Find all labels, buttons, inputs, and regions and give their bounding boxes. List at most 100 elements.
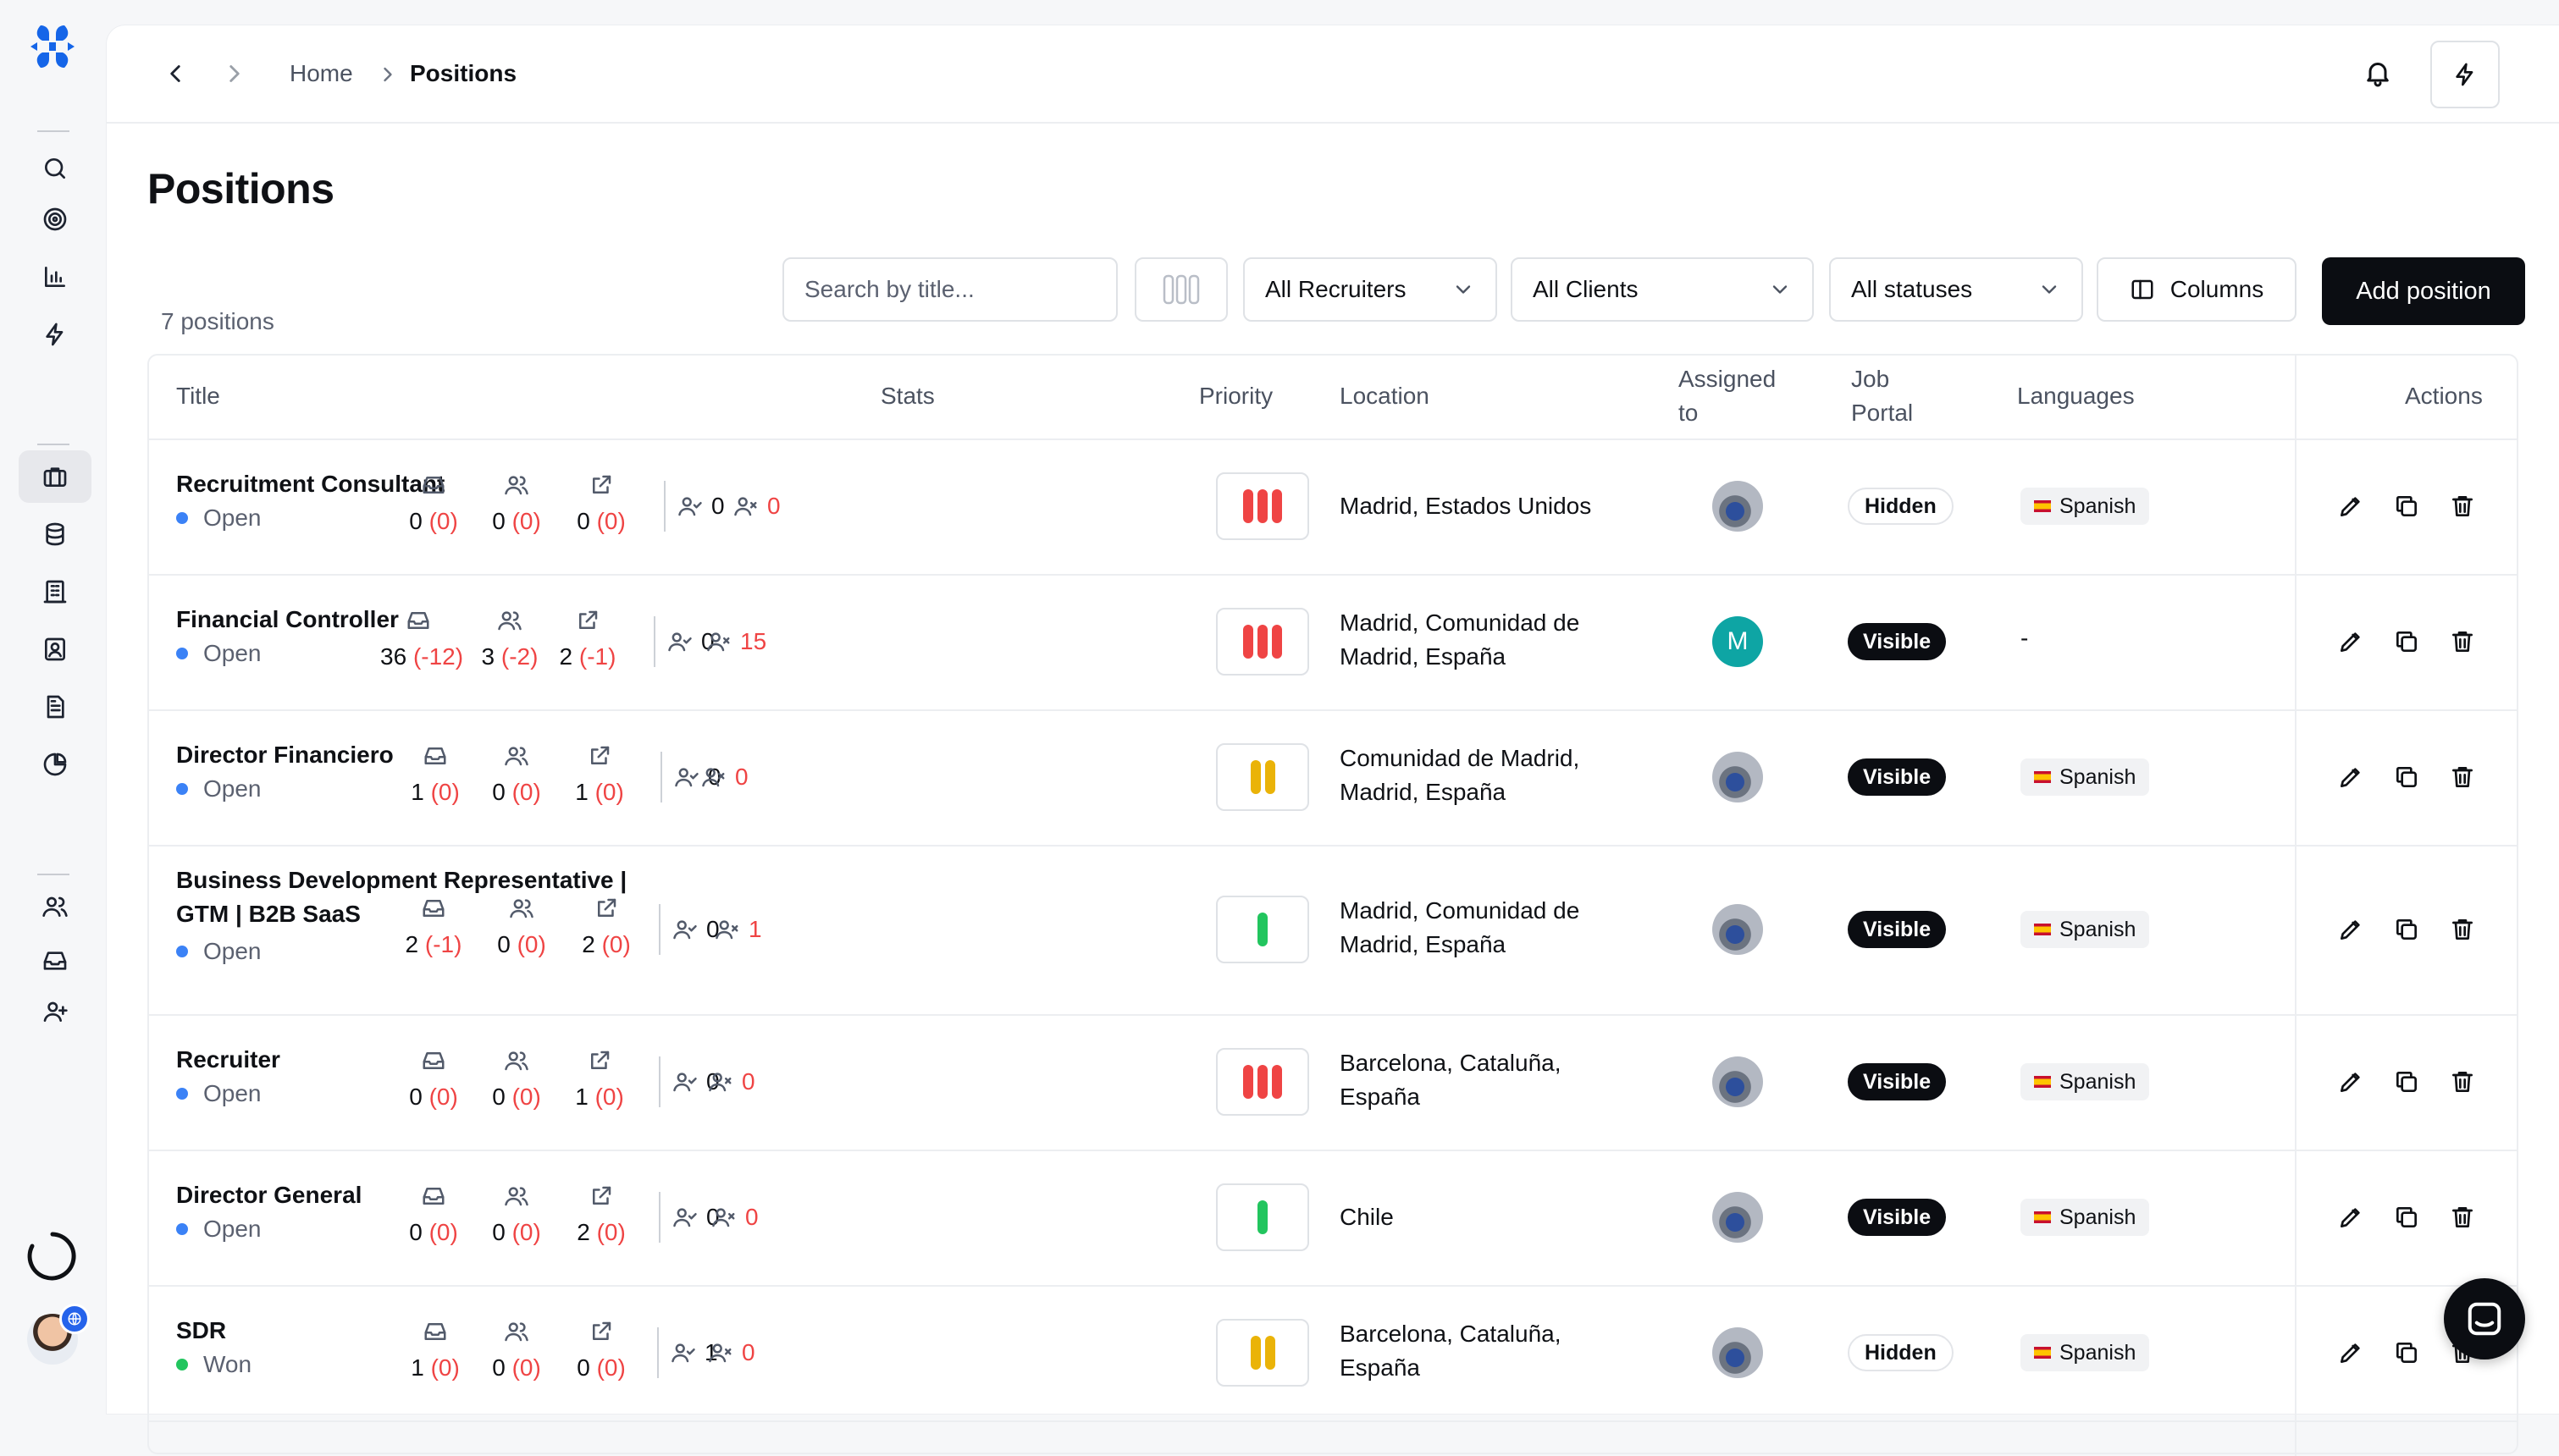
priority-indicator[interactable] — [1216, 472, 1309, 540]
delete-button[interactable] — [2449, 628, 2476, 655]
duplicate-button[interactable] — [2393, 628, 2420, 655]
priority-indicator[interactable] — [1216, 1183, 1309, 1251]
delete-button[interactable] — [2449, 1204, 2476, 1231]
position-title[interactable]: Director General — [176, 1182, 362, 1208]
edit-button[interactable] — [2337, 628, 2364, 655]
priority-indicator[interactable] — [1216, 743, 1309, 811]
forward-button[interactable] — [220, 59, 249, 88]
position-title[interactable]: Director Financiero — [176, 742, 394, 768]
delete-button[interactable] — [2449, 916, 2476, 943]
position-title[interactable]: Recruiter — [176, 1046, 280, 1073]
position-title[interactable]: SDR — [176, 1317, 227, 1343]
edit-button[interactable] — [2337, 1068, 2364, 1095]
nav-targets[interactable] — [19, 193, 91, 245]
duplicate-button[interactable] — [2393, 916, 2420, 943]
stat-applications: 2 (-1) — [395, 896, 472, 958]
edit-button[interactable] — [2337, 1339, 2364, 1366]
clients-filter[interactable]: All Clients — [1511, 257, 1814, 322]
position-title[interactable]: Financial Controller — [176, 606, 399, 632]
search-input[interactable] — [782, 257, 1118, 322]
priority-indicator[interactable] — [1216, 896, 1309, 963]
nav-documents[interactable] — [19, 681, 91, 733]
stat-delta: (0) — [596, 1354, 626, 1381]
building-icon — [43, 580, 67, 604]
recruiters-filter[interactable]: All Recruiters — [1243, 257, 1497, 322]
nav-clients[interactable] — [19, 565, 91, 618]
position-title[interactable]: Recruitment Consultant — [176, 471, 445, 497]
rejected-count: 0 — [701, 764, 749, 791]
job-portal-badge[interactable]: Visible — [1848, 758, 1947, 796]
header-location[interactable]: Location — [1340, 383, 1429, 409]
assignee-avatar[interactable] — [1712, 1056, 1763, 1107]
job-portal-badge[interactable]: Visible — [1848, 1199, 1947, 1236]
assignee-avatar[interactable] — [1712, 752, 1763, 802]
position-title[interactable]: Business Development Representative | — [176, 867, 627, 893]
duplicate-button[interactable] — [2393, 493, 2420, 520]
edit-button[interactable] — [2337, 1204, 2364, 1231]
columns-button[interactable]: Columns — [2097, 257, 2296, 322]
edit-button[interactable] — [2337, 764, 2364, 791]
edit-button[interactable] — [2337, 493, 2364, 520]
position-title-line-2[interactable]: GTM | B2B SaaS — [176, 901, 361, 927]
notifications-button[interactable] — [2363, 58, 2393, 88]
nav-inbox[interactable] — [19, 935, 91, 987]
back-button[interactable] — [161, 59, 190, 88]
job-portal-badge[interactable]: Visible — [1848, 623, 1947, 660]
table-row[interactable]: Financial Controller Open 36 (-12) 3 (-2) 2 … — [149, 574, 2517, 711]
table-row[interactable]: Director General Open 0 (0) 0 (0) 2 (0) 0 0 Chi… — [149, 1150, 2517, 1287]
quick-actions-button[interactable] — [2430, 41, 2500, 108]
assignee-avatar[interactable]: M — [1712, 616, 1763, 667]
language-tag: Spanish — [2020, 1063, 2150, 1100]
duplicate-button[interactable] — [2393, 764, 2420, 791]
nav-automations[interactable] — [19, 308, 91, 361]
stat-value: 2 — [577, 1219, 590, 1245]
stat-delta: (-12) — [412, 643, 464, 670]
assignee-avatar[interactable] — [1712, 1192, 1763, 1243]
row-actions — [2337, 1204, 2476, 1231]
breadcrumb-home[interactable]: Home — [290, 60, 353, 86]
duplicate-button[interactable] — [2393, 1204, 2420, 1231]
chat-button[interactable] — [2444, 1278, 2525, 1359]
job-portal-badge[interactable]: Hidden — [1848, 1334, 1954, 1371]
edit-button[interactable] — [2337, 916, 2364, 943]
job-portal-badge[interactable]: Visible — [1848, 1063, 1947, 1100]
job-portal-badge[interactable]: Hidden — [1848, 488, 1954, 525]
nav-analytics[interactable] — [19, 251, 91, 303]
table-row[interactable]: SDR Won 1 (0) 0 (0) 0 (0) 1 0 Barcelona, Catalu… — [149, 1285, 2517, 1422]
logo-icon[interactable] — [29, 22, 76, 71]
table-row[interactable]: Director Financiero Open 1 (0) 0 (0) 1 (0) 0 0… — [149, 709, 2517, 847]
nav-database[interactable] — [19, 508, 91, 560]
duplicate-button[interactable] — [2393, 1068, 2420, 1095]
position-status-label: Open — [203, 640, 262, 666]
priority-indicator[interactable] — [1216, 1048, 1309, 1116]
assignee-avatar[interactable] — [1712, 1327, 1763, 1378]
view-toggle-button[interactable] — [1135, 257, 1228, 322]
add-position-button[interactable]: Add position — [2322, 257, 2525, 325]
delete-button[interactable] — [2449, 764, 2476, 791]
main-panel: Home Positions Positions 7 positions All… — [107, 25, 2559, 1456]
nav-search[interactable] — [19, 142, 91, 195]
table-row[interactable]: Business Development Representative | GTM… — [149, 845, 2517, 1016]
stat-delta: (0) — [594, 1084, 624, 1110]
assignee-avatar[interactable] — [1712, 481, 1763, 532]
table-row[interactable]: Recruiter Open 0 (0) 0 (0) 1 (0) 0 0 Barcelona,… — [149, 1014, 2517, 1151]
assignee-avatar[interactable] — [1712, 904, 1763, 955]
delete-button[interactable] — [2449, 1068, 2476, 1095]
priority-indicator[interactable] — [1216, 1319, 1309, 1387]
header-title[interactable]: Title — [176, 383, 220, 409]
nav-invite[interactable] — [19, 985, 91, 1038]
duplicate-button[interactable] — [2393, 1339, 2420, 1366]
delete-button[interactable] — [2449, 493, 2476, 520]
job-portal-badge[interactable]: Visible — [1848, 911, 1947, 948]
nav-candidates[interactable] — [19, 880, 91, 933]
header-priority[interactable]: Priority — [1199, 383, 1274, 409]
statuses-filter[interactable]: All statuses — [1829, 257, 2083, 322]
nav-contacts[interactable] — [19, 623, 91, 676]
language-label: Spanish — [2059, 1205, 2136, 1229]
nav-reports[interactable] — [19, 738, 91, 791]
priority-indicator[interactable] — [1216, 608, 1309, 676]
candidates-icon — [498, 611, 522, 631]
rejected-count-value: 15 — [740, 628, 767, 654]
nav-positions[interactable] — [19, 450, 91, 503]
table-row[interactable]: Recruitment Consultant Open 0 (0) 0 (0) 0 (0… — [149, 438, 2517, 576]
